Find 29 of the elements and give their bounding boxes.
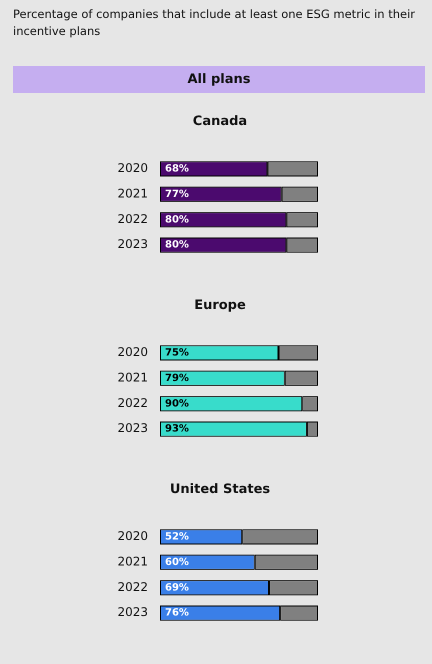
y-tick-label: 2021 [117, 554, 148, 568]
y-tick-label: 2021 [117, 370, 148, 384]
data-label: 69% [165, 582, 189, 594]
y-tick-label: 2023 [117, 605, 148, 620]
data-label: 75% [165, 347, 189, 358]
data-label: 90% [165, 398, 189, 410]
y-tick-label: 2022 [117, 396, 148, 410]
y-tick-label: 2023 [117, 237, 148, 252]
data-label: 60% [165, 556, 189, 568]
y-tick-label: 2020 [117, 161, 148, 176]
y-tick-label: 2022 [117, 212, 148, 226]
data-label: 52% [165, 531, 189, 542]
text: All plans [13, 66, 425, 93]
y-tick-label: 2022 [117, 580, 148, 594]
data-label: 68% [165, 163, 189, 174]
data-label: 79% [165, 372, 189, 384]
data-label: 80% [165, 214, 189, 226]
data-label: 93% [165, 424, 189, 435]
data-label: 77% [165, 188, 189, 200]
chart-title: Canada [192, 113, 248, 131]
y-tick-label: 2020 [117, 529, 148, 544]
data-label: 80% [165, 240, 189, 251]
text: Percentage of companies that include at least one ESG metric in their incentive plans [12, 6, 416, 40]
y-tick-label: 2021 [117, 186, 148, 200]
chart-title: Europe [193, 297, 247, 315]
data-label: 76% [165, 608, 189, 619]
y-tick-label: 2023 [117, 421, 148, 436]
y-tick-label: 2020 [117, 345, 148, 360]
chart-title: United States [168, 481, 272, 499]
